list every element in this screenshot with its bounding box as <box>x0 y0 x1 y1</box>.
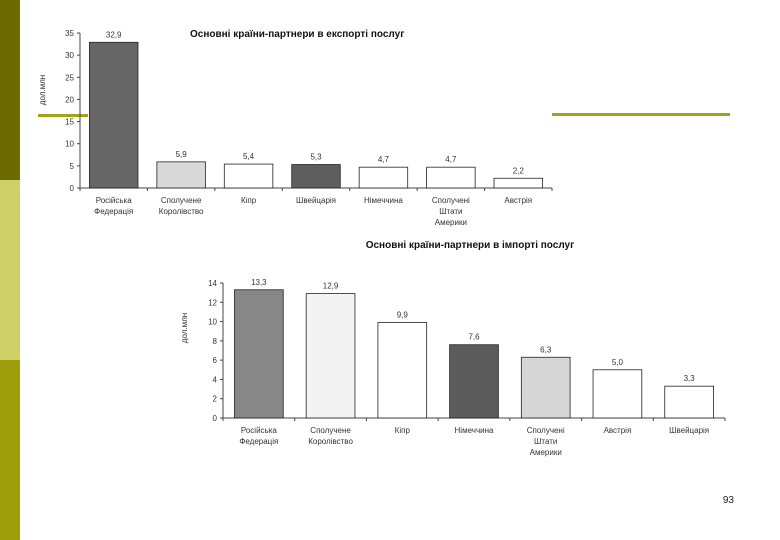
y-tick-label: 8 <box>213 337 218 346</box>
y-tick-label: 35 <box>65 29 74 38</box>
export-chart: Основні країни-партнери в експорті послу… <box>40 29 553 227</box>
y-tick-label: 0 <box>213 414 218 423</box>
chart-title: Основні країни-партнери в експорті послу… <box>190 29 404 40</box>
data-label: 9,9 <box>397 311 409 320</box>
y-tick-label: 12 <box>208 298 217 307</box>
x-tick-label: Сполучені Штати Америки <box>432 196 470 227</box>
y-tick-label: 20 <box>65 95 74 104</box>
bar <box>358 166 409 189</box>
bar <box>291 164 341 189</box>
decor-stripe-bottom <box>0 360 20 540</box>
decor-stripe-middle <box>0 180 20 360</box>
data-label: 5,0 <box>612 358 624 367</box>
bar <box>449 344 499 419</box>
bar <box>493 177 543 189</box>
y-tick-label: 5 <box>70 162 75 171</box>
x-tick-label: Австрія <box>604 426 632 435</box>
y-tick-label: 10 <box>208 318 217 327</box>
data-label: 5,9 <box>176 150 188 159</box>
y-tick-label: 6 <box>213 356 218 365</box>
y-tick-label: 0 <box>70 184 75 193</box>
bar <box>234 289 284 419</box>
x-tick-label: Кіпр <box>241 196 257 205</box>
chart-title: Основні країни-партнери в імпорті послуг <box>366 240 575 251</box>
import-chart: Основні країни-партнери в імпорті послуг… <box>180 240 726 457</box>
bar <box>156 161 206 189</box>
x-tick-label: Сполучене Королівство <box>308 426 353 446</box>
decor-line-right <box>552 113 730 116</box>
data-label: 3,3 <box>684 374 696 383</box>
y-tick-label: 25 <box>65 73 74 82</box>
y-tick-label: 15 <box>65 118 74 127</box>
y-tick-label: 4 <box>213 375 218 384</box>
x-tick-label: Швейцарія <box>296 196 336 205</box>
y-axis-label: дол.млн <box>180 313 189 343</box>
x-tick-label: Швейцарія <box>669 426 709 435</box>
y-tick-label: 14 <box>208 279 217 288</box>
data-label: 5,4 <box>243 152 255 161</box>
data-label: 4,7 <box>378 155 390 164</box>
data-label: 7,6 <box>468 333 480 342</box>
data-label: 12,9 <box>323 282 339 291</box>
bar <box>664 385 714 419</box>
bar <box>426 166 476 189</box>
data-label: 32,9 <box>106 30 122 39</box>
y-tick-label: 30 <box>65 51 74 60</box>
decor-stripe-top <box>0 0 20 180</box>
bar <box>377 322 428 419</box>
decor-line-left <box>38 114 88 117</box>
data-label: 4,7 <box>445 155 457 164</box>
bar <box>520 356 571 419</box>
data-label: 6,3 <box>540 345 552 354</box>
bar <box>305 293 356 419</box>
y-tick-label: 10 <box>65 140 74 149</box>
x-tick-label: Сполучене Королівство <box>159 196 204 216</box>
x-tick-label: Німеччина <box>364 196 403 205</box>
page-number: 93 <box>722 495 734 506</box>
x-tick-label: Російська Федерація <box>94 196 133 216</box>
data-label: 5,3 <box>310 153 322 162</box>
bar <box>592 369 643 419</box>
data-label: 13,3 <box>251 278 267 287</box>
x-tick-label: Австрія <box>504 196 532 205</box>
y-axis-label: дол.млн <box>40 75 47 105</box>
bar <box>89 41 139 189</box>
x-tick-label: Кіпр <box>395 426 411 435</box>
x-tick-label: Сполучені Штати Америки <box>527 426 565 457</box>
x-tick-label: Російська Федерація <box>239 426 278 446</box>
y-tick-label: 2 <box>213 395 218 404</box>
data-label: 2,2 <box>513 166 525 175</box>
x-tick-label: Німеччина <box>455 426 494 435</box>
bar <box>223 163 274 189</box>
